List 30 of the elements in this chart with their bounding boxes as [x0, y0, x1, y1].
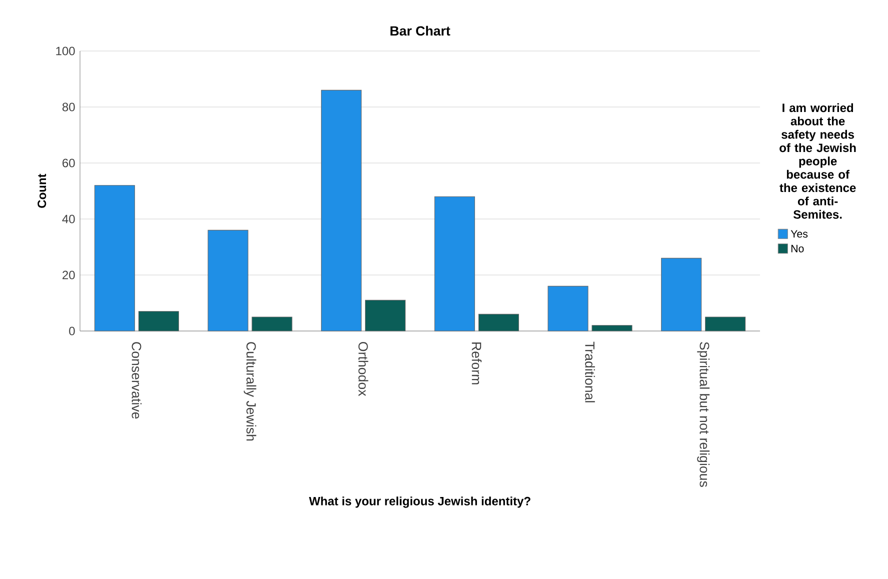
x-tick-label: Conservative — [132, 342, 142, 419]
bar — [661, 258, 702, 332]
bar — [94, 185, 135, 332]
legend-label: No — [791, 244, 804, 252]
y-tick-label: 0 — [69, 326, 75, 336]
legend-label: Yes — [790, 230, 808, 238]
x-tick-label: Orthodox — [358, 342, 368, 396]
y-tick-label: 60 — [62, 158, 75, 168]
chart-title: Bar Chart — [390, 26, 450, 36]
y-tick-label: 20 — [62, 270, 75, 280]
x-tick-label: Traditional — [585, 342, 595, 402]
y-axis-title: Count — [38, 174, 46, 208]
y-tick-label: 40 — [62, 214, 75, 224]
bar — [208, 230, 248, 332]
bar — [548, 286, 588, 332]
x-tick-label: Spiritual but not religious — [697, 342, 710, 487]
bar — [138, 311, 179, 332]
bar — [434, 196, 475, 332]
bar — [478, 314, 519, 332]
bar — [321, 90, 362, 332]
bar — [592, 325, 632, 332]
x-tick-label: Reform — [472, 342, 482, 384]
bar — [252, 316, 292, 332]
bar — [705, 316, 746, 332]
text: I am worried about the safety needs of the Jewish people because of the existence of anti-Semites. — [780, 103, 856, 219]
y-tick-label: 100 — [56, 46, 75, 56]
x-axis-title: What is your religious Jewish identity? — [309, 496, 530, 508]
y-tick-label: 80 — [62, 102, 75, 112]
x-tick-label: Culturally Jewish — [244, 342, 256, 441]
bar — [365, 300, 406, 332]
